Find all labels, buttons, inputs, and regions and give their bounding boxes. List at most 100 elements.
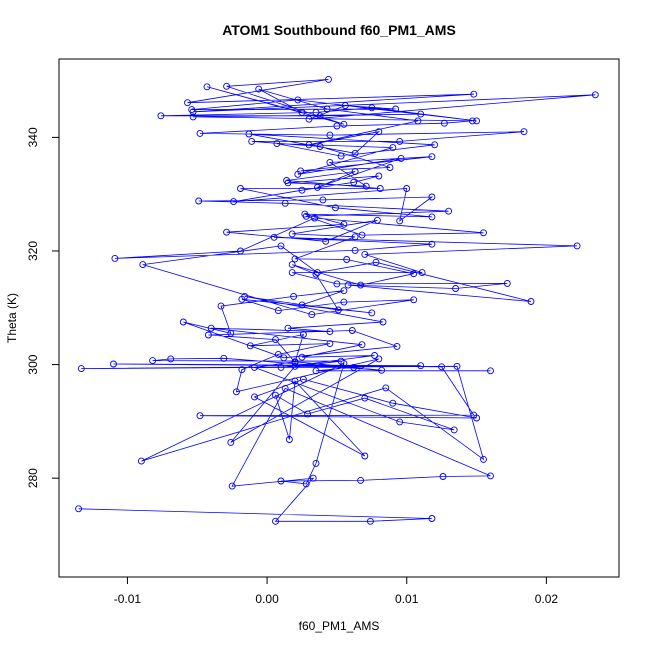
- data-point: [410, 296, 418, 304]
- data-point: [428, 515, 436, 522]
- data-point: [280, 354, 288, 362]
- data-point: [288, 261, 296, 269]
- data-point: [228, 482, 236, 490]
- data-point: [520, 128, 528, 136]
- data-point: [316, 112, 324, 120]
- data-point: [305, 115, 313, 123]
- data-point: [184, 99, 191, 107]
- data-point: [361, 394, 369, 402]
- data-point: [298, 353, 306, 361]
- data-point: [272, 517, 279, 525]
- data-point: [397, 154, 405, 162]
- data-point: [220, 354, 228, 362]
- data-point: [375, 172, 383, 180]
- y-tick-label: 340: [26, 127, 40, 147]
- data-point: [414, 117, 422, 125]
- data-point: [207, 324, 215, 332]
- data-point: [313, 183, 321, 191]
- data-point: [139, 261, 147, 269]
- data-point: [418, 269, 426, 277]
- data-point: [358, 231, 366, 239]
- data-point: [361, 452, 369, 460]
- data-point: [270, 233, 278, 241]
- data-point: [149, 357, 157, 365]
- data-point: [428, 193, 436, 201]
- data-point: [309, 474, 317, 482]
- x-tick-label: -0.01: [114, 592, 142, 606]
- data-point: [298, 186, 306, 194]
- data-point: [366, 517, 374, 525]
- data-point: [230, 198, 238, 206]
- data-point: [305, 141, 313, 149]
- data-point: [311, 214, 319, 222]
- data-point: [573, 242, 581, 250]
- data-point: [389, 399, 397, 407]
- data-point: [294, 96, 302, 104]
- data-point: [358, 341, 366, 349]
- data-point: [312, 367, 320, 375]
- data-point: [189, 108, 197, 116]
- data-point: [470, 90, 478, 98]
- data-point: [325, 75, 332, 83]
- data-point: [341, 102, 349, 110]
- data-point: [480, 455, 487, 463]
- data-point: [340, 120, 348, 128]
- data-point: [298, 108, 306, 116]
- data-point: [480, 229, 487, 237]
- data-point: [468, 117, 476, 125]
- data-point: [350, 178, 358, 186]
- data-point: [375, 128, 383, 136]
- data-point: [428, 240, 436, 248]
- data-point: [294, 170, 302, 178]
- data-point: [351, 168, 359, 175]
- data-point: [77, 365, 85, 373]
- x-tick-label: 0.02: [535, 592, 559, 606]
- data-point: [428, 153, 436, 161]
- data-point: [291, 358, 299, 366]
- data-point: [75, 505, 83, 513]
- data-point: [203, 83, 211, 91]
- data-point: [319, 196, 327, 204]
- data-point: [389, 144, 397, 152]
- data-point: [337, 152, 345, 160]
- x-tick-label: 0.00: [255, 592, 279, 606]
- data-point: [291, 362, 299, 370]
- data-point: [302, 480, 310, 488]
- data-point: [227, 438, 235, 446]
- data-point: [340, 298, 348, 306]
- data-point: [368, 104, 376, 112]
- series-line: [78, 79, 596, 522]
- data-point: [288, 230, 296, 238]
- data-point: [288, 269, 296, 277]
- data-point: [237, 247, 244, 255]
- data-point: [410, 270, 418, 278]
- data-point: [382, 384, 390, 392]
- data-point: [301, 210, 309, 218]
- data-point: [340, 220, 348, 228]
- data-point: [362, 182, 370, 190]
- data-point: [284, 324, 292, 332]
- data-point: [283, 177, 291, 184]
- data-point: [312, 108, 320, 116]
- data-point: [217, 302, 225, 310]
- data-point: [248, 137, 256, 145]
- data-point: [290, 292, 298, 300]
- data-point: [372, 258, 380, 266]
- data-point: [167, 355, 175, 363]
- data-point: [299, 331, 307, 338]
- data-point: [453, 362, 461, 370]
- data-point: [334, 306, 342, 314]
- data-point: [417, 362, 425, 370]
- data-point: [438, 363, 446, 371]
- data-point: [326, 131, 334, 139]
- data-point: [304, 410, 312, 418]
- y-tick-label: 280: [26, 468, 40, 488]
- data-point: [223, 228, 231, 236]
- data-point: [591, 91, 599, 99]
- data-point: [189, 113, 197, 121]
- data-point: [316, 143, 324, 150]
- data-point: [196, 412, 204, 420]
- data-point: [298, 301, 306, 309]
- data-point: [379, 318, 387, 326]
- data-point: [237, 185, 244, 192]
